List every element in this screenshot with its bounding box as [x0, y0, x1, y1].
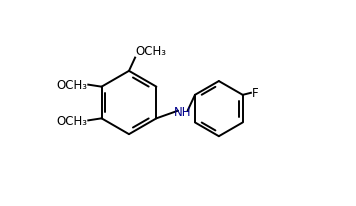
Text: NH: NH: [174, 106, 192, 119]
Text: OCH₃: OCH₃: [57, 78, 88, 91]
Text: F: F: [251, 87, 258, 100]
Text: OCH₃: OCH₃: [57, 115, 88, 128]
Text: OCH₃: OCH₃: [136, 44, 167, 57]
